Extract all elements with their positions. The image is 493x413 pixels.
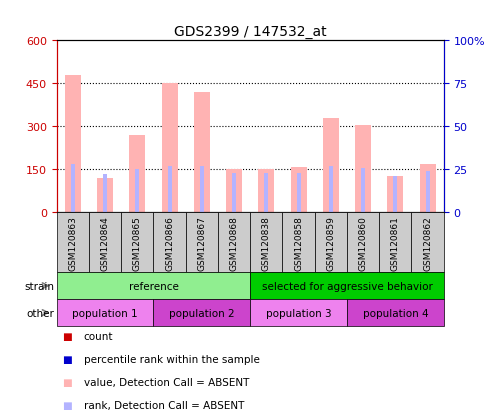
- Bar: [186, 213, 218, 273]
- Text: selected for aggressive behavior: selected for aggressive behavior: [261, 281, 432, 291]
- Bar: [425, 171, 429, 213]
- Bar: [57, 299, 153, 326]
- Bar: [218, 213, 250, 273]
- Bar: [347, 213, 379, 273]
- Bar: [162, 84, 177, 213]
- Text: ■: ■: [62, 354, 71, 364]
- Text: reference: reference: [129, 281, 178, 291]
- Bar: [250, 213, 282, 273]
- Title: GDS2399 / 147532_at: GDS2399 / 147532_at: [174, 25, 326, 39]
- Text: GSM120861: GSM120861: [391, 215, 400, 270]
- Text: population 4: population 4: [362, 308, 428, 318]
- Bar: [65, 76, 81, 213]
- Bar: [129, 135, 145, 213]
- Bar: [347, 299, 444, 326]
- Bar: [393, 177, 397, 213]
- Text: other: other: [26, 308, 54, 318]
- Text: rank, Detection Call = ABSENT: rank, Detection Call = ABSENT: [84, 400, 244, 410]
- Text: GSM120860: GSM120860: [358, 215, 368, 270]
- Bar: [387, 177, 403, 213]
- Bar: [200, 166, 204, 213]
- Text: percentile rank within the sample: percentile rank within the sample: [84, 354, 260, 364]
- Bar: [121, 213, 153, 273]
- Bar: [361, 168, 365, 213]
- Text: GSM120866: GSM120866: [165, 215, 174, 270]
- Text: GSM120838: GSM120838: [262, 215, 271, 270]
- Bar: [168, 166, 172, 213]
- Text: GSM120867: GSM120867: [197, 215, 207, 270]
- Text: GSM120868: GSM120868: [230, 215, 239, 270]
- Text: ■: ■: [62, 400, 71, 410]
- Bar: [232, 173, 236, 213]
- Bar: [412, 213, 444, 273]
- Text: GSM120864: GSM120864: [101, 215, 109, 270]
- Text: ■: ■: [62, 332, 71, 342]
- Text: GSM120865: GSM120865: [133, 215, 142, 270]
- Text: GSM120858: GSM120858: [294, 215, 303, 270]
- Text: population 2: population 2: [169, 308, 235, 318]
- Bar: [264, 173, 268, 213]
- Text: value, Detection Call = ABSENT: value, Detection Call = ABSENT: [84, 377, 249, 387]
- Bar: [153, 299, 250, 326]
- Bar: [89, 213, 121, 273]
- Bar: [282, 213, 315, 273]
- Text: population 1: population 1: [72, 308, 138, 318]
- Bar: [57, 213, 89, 273]
- Bar: [258, 169, 275, 213]
- Bar: [103, 175, 107, 213]
- Bar: [315, 213, 347, 273]
- Bar: [329, 166, 333, 213]
- Text: GSM120859: GSM120859: [326, 215, 335, 270]
- Bar: [290, 168, 307, 213]
- Bar: [57, 273, 250, 299]
- Text: population 3: population 3: [266, 308, 331, 318]
- Text: count: count: [84, 332, 113, 342]
- Bar: [97, 178, 113, 213]
- Bar: [153, 213, 186, 273]
- Bar: [194, 93, 210, 213]
- Bar: [355, 126, 371, 213]
- Bar: [250, 299, 347, 326]
- Bar: [71, 165, 75, 213]
- Bar: [297, 173, 301, 213]
- Text: GSM120862: GSM120862: [423, 215, 432, 270]
- Text: strain: strain: [24, 281, 54, 291]
- Bar: [323, 119, 339, 213]
- Text: ■: ■: [62, 377, 71, 387]
- Bar: [136, 170, 139, 213]
- Bar: [420, 164, 436, 213]
- Bar: [226, 169, 242, 213]
- Bar: [250, 273, 444, 299]
- Text: GSM120863: GSM120863: [69, 215, 77, 270]
- Bar: [379, 213, 412, 273]
